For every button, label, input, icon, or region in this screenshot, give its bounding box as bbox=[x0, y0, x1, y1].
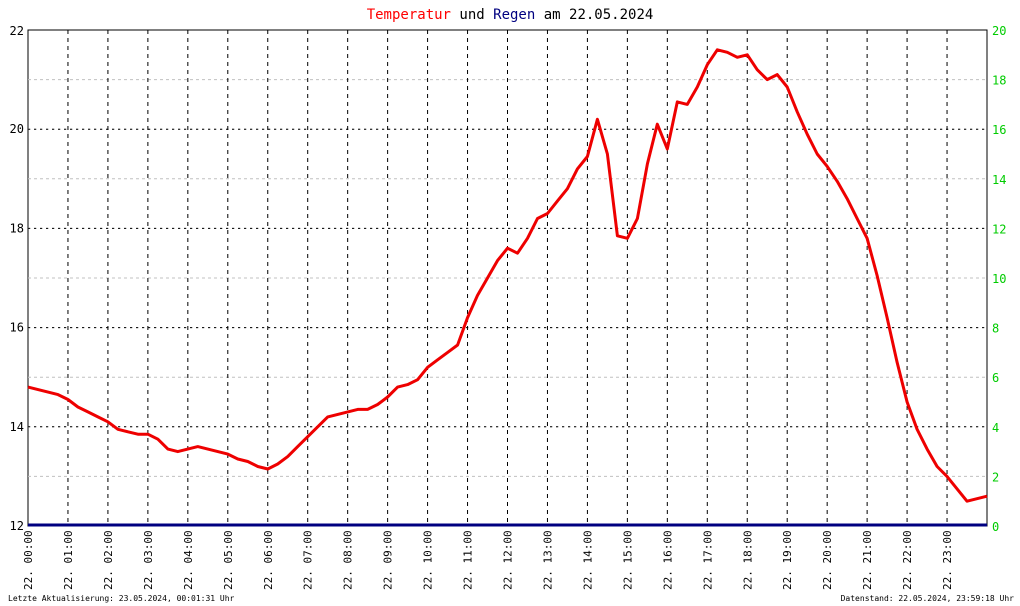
x-tick-label: 22. 20:00 bbox=[821, 530, 834, 590]
x-tick-label: 22. 07:00 bbox=[302, 530, 315, 590]
right-tick-label: 10 bbox=[992, 272, 1006, 286]
x-tick-label: 22. 12:00 bbox=[502, 530, 515, 590]
x-tick-label: 22. 10:00 bbox=[422, 530, 435, 590]
right-tick-label: 4 bbox=[992, 421, 999, 435]
title-temperature: Temperatur bbox=[367, 7, 451, 23]
right-tick-label: 16 bbox=[992, 123, 1006, 137]
title-rain: Regen bbox=[493, 7, 535, 23]
left-axis-ticks: 12 14 16 18 20 22 bbox=[10, 24, 24, 533]
left-tick-label: 20 bbox=[10, 122, 24, 136]
right-tick-label: 6 bbox=[992, 371, 999, 385]
right-tick-label: 18 bbox=[992, 74, 1006, 88]
right-tick-label: 12 bbox=[992, 222, 1006, 236]
chart-title: Temperatur und Regen am 22.05.2024 bbox=[367, 7, 654, 23]
x-tick-label: 22. 04:00 bbox=[182, 530, 195, 590]
x-tick-label: 22. 05:00 bbox=[222, 530, 235, 590]
x-tick-label: 22. 22:00 bbox=[901, 530, 914, 590]
x-tick-label: 22. 00:00 bbox=[22, 530, 35, 590]
x-tick-label: 22. 18:00 bbox=[741, 530, 754, 590]
title-date: am 22.05.2024 bbox=[535, 7, 653, 23]
x-tick-label: 22. 02:00 bbox=[102, 530, 115, 590]
x-tick-label: 22. 21:00 bbox=[861, 530, 874, 590]
x-tick-label: 22. 14:00 bbox=[581, 530, 594, 590]
footer-last-update: Letzte Aktualisierung: 23.05.2024, 00:01… bbox=[8, 594, 235, 603]
x-tick-label: 22. 09:00 bbox=[382, 530, 395, 590]
x-tick-label: 22. 11:00 bbox=[462, 530, 475, 590]
x-tick-label: 22. 03:00 bbox=[142, 530, 155, 590]
x-tick-label: 22. 17:00 bbox=[701, 530, 714, 590]
right-tick-label: 0 bbox=[992, 520, 999, 534]
grid-lines bbox=[28, 30, 987, 526]
x-tick-label: 22. 15:00 bbox=[621, 530, 634, 590]
title-and: und bbox=[451, 7, 493, 23]
right-tick-label: 20 bbox=[992, 24, 1006, 38]
left-tick-label: 12 bbox=[10, 519, 24, 533]
x-tick-label: 22. 16:00 bbox=[661, 530, 674, 590]
left-tick-label: 18 bbox=[10, 221, 24, 235]
x-tick-label: 22. 19:00 bbox=[781, 530, 794, 590]
left-tick-label: 16 bbox=[10, 321, 24, 335]
series-layer bbox=[27, 48, 988, 527]
x-tick-label: 22. 08:00 bbox=[342, 530, 355, 590]
footer-data-status: Datenstand: 22.05.2024, 23:59:18 Uhr bbox=[841, 594, 1015, 603]
right-tick-label: 8 bbox=[992, 322, 999, 336]
temperature-line bbox=[27, 48, 988, 503]
x-tick-label: 22. 06:00 bbox=[262, 530, 275, 590]
x-tick-label: 22. 13:00 bbox=[541, 530, 554, 590]
right-tick-label: 2 bbox=[992, 470, 999, 484]
x-axis-ticks: 22. 00:00 22. 01:00 22. 02:00 22. 03:00 22. … bbox=[22, 530, 954, 590]
left-tick-label: 14 bbox=[10, 420, 24, 434]
x-tick-label: 22. 01:00 bbox=[62, 530, 75, 590]
x-tick-label: 22. 23:00 bbox=[941, 530, 954, 590]
left-tick-label: 22 bbox=[10, 24, 24, 38]
right-tick-label: 14 bbox=[992, 173, 1006, 187]
right-axis-ticks: 0 2 4 6 8 10 12 14 16 18 20 bbox=[992, 24, 1006, 534]
